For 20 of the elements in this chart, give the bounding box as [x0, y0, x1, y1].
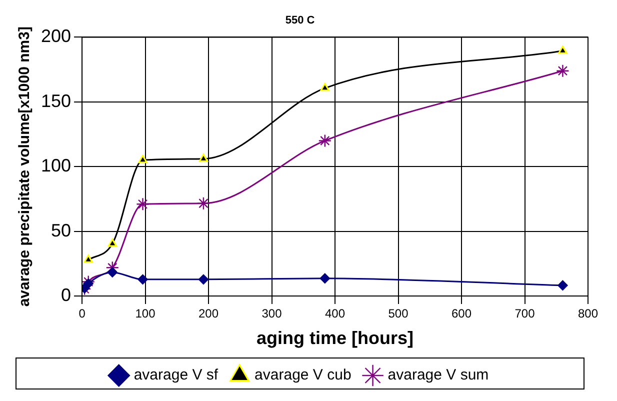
x-tick-label: 0	[78, 306, 86, 321]
legend-label: avarage V sf	[134, 366, 219, 384]
x-tick-label: 700	[514, 306, 536, 321]
y-axis-title: avarage precipitate volume[x1000 nm3]	[16, 26, 34, 307]
x-tick-label: 800	[578, 306, 598, 321]
y-tick-label: 150	[40, 90, 72, 111]
x-axis-title: aging time [hours]	[256, 328, 414, 348]
x-tick-label: 500	[388, 306, 409, 321]
x-tick-label: 100	[135, 306, 156, 321]
x-tick-label: 400	[325, 306, 346, 321]
y-tick-label: 50	[51, 220, 72, 240]
y-tick-label: 200	[40, 26, 72, 46]
chart-title: 550 C	[285, 14, 315, 27]
y-tick-label: 100	[40, 156, 72, 176]
x-tick-label: 200	[198, 306, 219, 321]
x-tick-label: 600	[451, 306, 472, 321]
y-tick-label: 0	[61, 284, 72, 305]
legend-label: avarage V cub	[254, 366, 352, 384]
x-tick-label: 300	[262, 306, 282, 321]
legend-label: avarage V sum	[388, 366, 489, 384]
